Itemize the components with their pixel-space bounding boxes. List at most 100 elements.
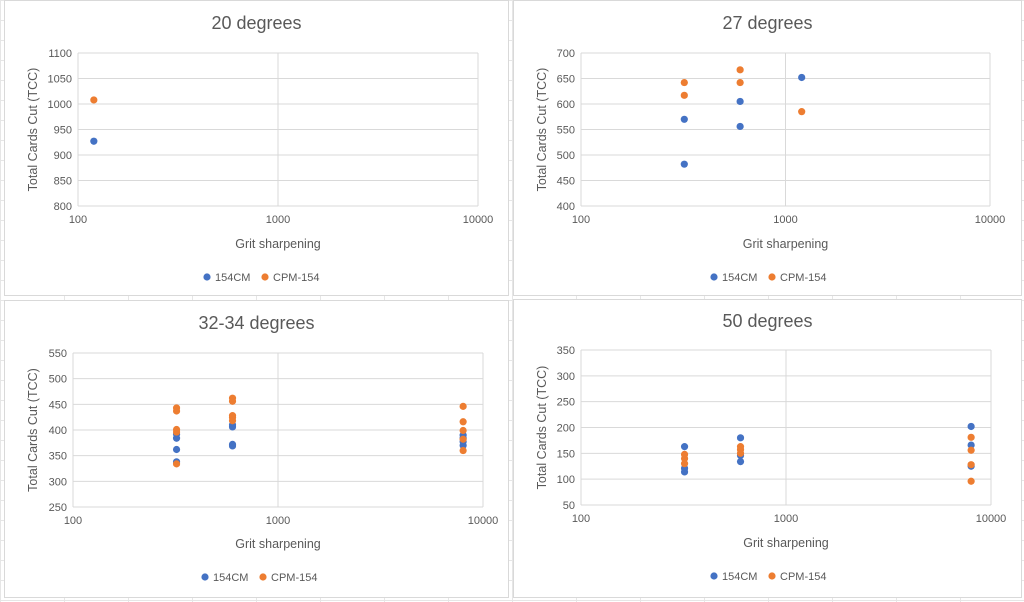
y-tick-label: 250: [49, 502, 67, 514]
data-point-series-2[interactable]: [459, 446, 467, 455]
data-point-series-2[interactable]: [967, 433, 975, 441]
y-tick-label: 450: [557, 176, 575, 188]
y-tick-label: 400: [49, 425, 67, 437]
legend-label: 154CM: [215, 272, 250, 284]
y-tick-label: 300: [557, 371, 575, 383]
y-tick-label: 550: [557, 125, 575, 137]
y-tick-label: 850: [54, 176, 72, 188]
legend-marker: [261, 273, 269, 281]
chart-20-degrees[interactable]: 20 degrees 800 850 900 950 1000 1050 1100 100 100…: [4, 0, 509, 296]
legend-label: CPM-154: [780, 571, 826, 583]
data-point-series-2[interactable]: [736, 66, 744, 74]
x-tick-label: 1000: [266, 214, 290, 226]
data-point-series-2[interactable]: [967, 446, 975, 454]
data-point-series-1[interactable]: [736, 434, 745, 442]
y-tick-label: 450: [49, 399, 67, 411]
chart-title: 32-34 degrees: [198, 313, 314, 333]
data-point-series-2[interactable]: [967, 461, 975, 469]
data-point-series-2[interactable]: [172, 425, 181, 434]
y-tick-label: 650: [557, 74, 575, 86]
data-point-series-1[interactable]: [967, 441, 975, 449]
y-axis-title: Total Cards Cut (TCC): [26, 368, 40, 492]
y-tick-label: 100: [557, 474, 575, 486]
x-tick-label: 10000: [468, 515, 499, 527]
data-point-series-1[interactable]: [680, 115, 688, 123]
x-axis-title: Grit sharpening: [235, 237, 321, 251]
data-point-series-2[interactable]: [459, 435, 467, 443]
legend-marker: [768, 273, 776, 281]
y-axis-title: Total Cards Cut (TCC): [535, 68, 549, 192]
y-tick-label: 800: [54, 201, 72, 213]
y-tick-label: 150: [557, 448, 575, 460]
data-point-series-2[interactable]: [459, 402, 467, 410]
y-tick-label: 1000: [48, 99, 72, 111]
data-point-series-1[interactable]: [736, 122, 744, 131]
x-tick-label: 1000: [773, 214, 797, 226]
y-tick-label: 950: [54, 125, 72, 137]
chart-svg: 32-34 degrees 250 300 350 400 450 500 550 100 100…: [26, 313, 499, 584]
legend-marker: [259, 573, 267, 581]
data-point-series-2[interactable]: [736, 78, 744, 87]
data-point-series-2[interactable]: [172, 460, 181, 468]
chart-svg: 27 degrees 400 450 500 550 600 650 700 100 1000 10…: [535, 13, 1006, 284]
chart-title: 20 degrees: [211, 13, 301, 33]
y-tick-label: 550: [49, 348, 67, 360]
data-point-series-2[interactable]: [680, 78, 688, 87]
data-point-series-1[interactable]: [798, 73, 806, 82]
data-point-series-1[interactable]: [172, 445, 181, 454]
data-point-series-2[interactable]: [228, 394, 237, 402]
legend-marker: [203, 273, 211, 281]
y-tick-label: 500: [557, 150, 575, 162]
data-point-series-1[interactable]: [90, 137, 98, 145]
y-tick-label: 900: [54, 150, 72, 162]
x-tick-label: 1000: [774, 513, 798, 525]
legend-label: 154CM: [213, 572, 248, 584]
data-point-series-1[interactable]: [228, 440, 237, 448]
legend-label: CPM-154: [273, 272, 319, 284]
data-point-series-2[interactable]: [680, 91, 688, 99]
y-tick-label: 250: [557, 397, 575, 409]
data-point-series-2[interactable]: [90, 96, 98, 104]
x-axis-title: Grit sharpening: [743, 536, 829, 550]
chart-27-degrees[interactable]: 27 degrees 400 450 500 550 600 650 700 100 1000 10…: [513, 0, 1022, 296]
y-tick-label: 1100: [48, 48, 72, 60]
legend-label: 154CM: [722, 272, 757, 284]
y-tick-label: 350: [49, 451, 67, 463]
legend-marker: [710, 572, 718, 580]
data-point-series-2[interactable]: [680, 450, 689, 458]
data-point-series-2[interactable]: [967, 477, 975, 485]
data-point-series-1[interactable]: [736, 97, 744, 106]
y-tick-label: 50: [563, 500, 575, 512]
chart-50-degrees[interactable]: 50 degrees 50 100 150 200 250 300 350 100 1000 100…: [513, 299, 1022, 598]
y-tick-label: 350: [557, 345, 575, 357]
x-tick-label: 10000: [975, 214, 1006, 226]
data-point-series-2[interactable]: [680, 460, 689, 468]
legend-label: CPM-154: [271, 572, 317, 584]
data-point-series-2[interactable]: [228, 412, 237, 420]
data-point-series-1[interactable]: [680, 443, 689, 451]
x-tick-label: 100: [69, 214, 87, 226]
legend-label: CPM-154: [780, 272, 826, 284]
x-tick-label: 100: [572, 214, 590, 226]
data-point-series-2[interactable]: [172, 404, 181, 412]
y-tick-label: 200: [557, 423, 575, 435]
legend-marker: [710, 273, 718, 281]
data-point-series-2[interactable]: [798, 108, 806, 116]
data-point-series-1[interactable]: [967, 422, 975, 431]
y-tick-label: 1050: [48, 74, 72, 86]
data-point-series-1[interactable]: [680, 160, 688, 168]
y-tick-label: 300: [49, 476, 67, 488]
chart-32-34-degrees[interactable]: 32-34 degrees 250 300 350 400 450 500 550 100 100…: [4, 300, 509, 598]
y-axis-title: Total Cards Cut (TCC): [535, 366, 549, 490]
data-point-series-2[interactable]: [459, 426, 467, 435]
y-axis-title: Total Cards Cut (TCC): [26, 68, 40, 192]
data-point-series-2[interactable]: [459, 418, 467, 426]
y-tick-label: 600: [557, 99, 575, 111]
data-point-series-2[interactable]: [736, 443, 745, 451]
x-tick-label: 100: [64, 515, 82, 527]
y-tick-label: 500: [49, 374, 67, 386]
y-tick-label: 400: [557, 201, 575, 213]
legend-marker: [201, 573, 209, 581]
data-point-series-1[interactable]: [736, 458, 745, 466]
